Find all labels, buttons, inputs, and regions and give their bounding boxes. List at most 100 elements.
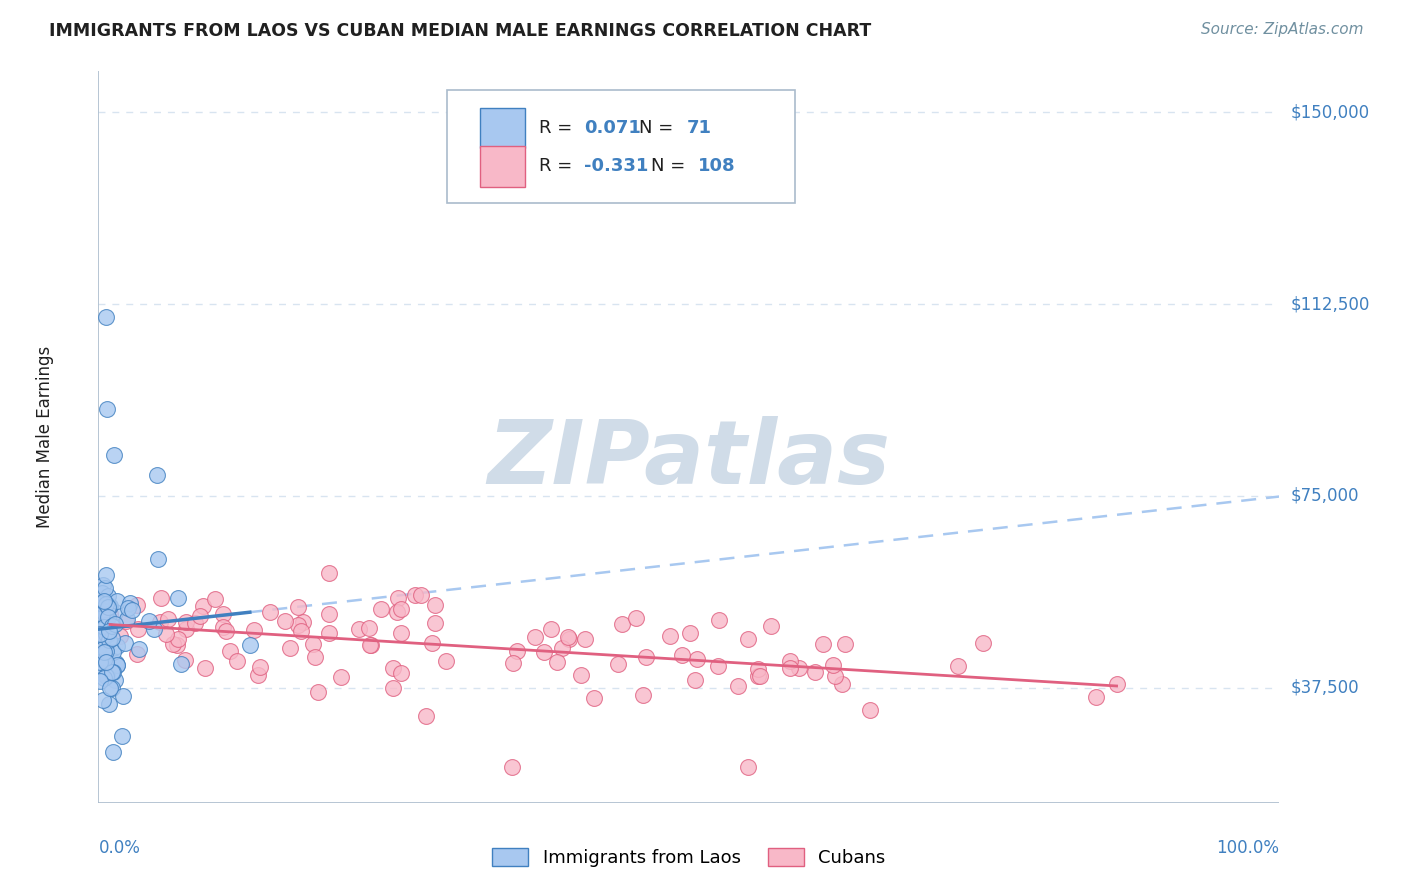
- Point: [423, 615, 446, 630]
- Point: [304, 650, 326, 665]
- Point: [831, 676, 853, 690]
- Point: [121, 603, 143, 617]
- Point: [387, 591, 409, 605]
- Point: [686, 651, 709, 665]
- Point: [389, 625, 412, 640]
- Text: N =: N =: [651, 158, 692, 176]
- Point: [169, 657, 191, 672]
- Point: [91, 693, 114, 707]
- Point: [94, 644, 117, 658]
- Point: [91, 607, 114, 622]
- Text: IMMIGRANTS FROM LAOS VS CUBAN MEDIAN MALE EARNINGS CORRELATION CHART: IMMIGRANTS FROM LAOS VS CUBAN MEDIAN MAL…: [49, 22, 872, 40]
- Point: [89, 626, 111, 640]
- Point: [501, 760, 523, 774]
- Point: [127, 599, 149, 613]
- Point: [287, 599, 309, 614]
- Point: [96, 401, 118, 416]
- Point: [946, 659, 969, 673]
- Point: [218, 644, 240, 658]
- Point: [204, 592, 226, 607]
- Point: [93, 653, 115, 667]
- Point: [249, 660, 271, 674]
- Point: [405, 588, 427, 602]
- Point: [1105, 677, 1128, 691]
- Point: [91, 586, 114, 600]
- Point: [93, 620, 115, 634]
- Point: [582, 691, 605, 706]
- Point: [274, 614, 297, 628]
- Point: [540, 622, 562, 636]
- Point: [138, 614, 160, 628]
- Point: [779, 654, 801, 668]
- Point: [787, 661, 810, 675]
- Point: [290, 624, 312, 638]
- Point: [318, 626, 340, 640]
- Point: [96, 597, 118, 611]
- Point: [707, 658, 730, 673]
- Point: [239, 638, 262, 652]
- Text: 100.0%: 100.0%: [1216, 839, 1279, 857]
- Point: [415, 709, 437, 723]
- Text: $150,000: $150,000: [1291, 103, 1369, 121]
- Point: [659, 629, 682, 643]
- Point: [737, 760, 759, 774]
- Point: [631, 688, 654, 702]
- Point: [94, 581, 117, 595]
- Point: [188, 608, 211, 623]
- Point: [98, 599, 121, 614]
- Point: [683, 673, 706, 687]
- Point: [359, 638, 381, 652]
- Point: [292, 615, 315, 629]
- Point: [89, 655, 111, 669]
- Point: [193, 599, 215, 613]
- Point: [107, 657, 129, 672]
- Point: [360, 638, 382, 652]
- Point: [90, 665, 112, 680]
- Point: [96, 669, 118, 683]
- Point: [98, 698, 121, 712]
- Point: [112, 690, 135, 704]
- Point: [94, 607, 117, 622]
- Point: [97, 627, 120, 641]
- Point: [117, 601, 139, 615]
- Text: Source: ZipAtlas.com: Source: ZipAtlas.com: [1201, 22, 1364, 37]
- Point: [184, 615, 207, 630]
- Point: [128, 642, 150, 657]
- Point: [97, 589, 120, 603]
- Text: $112,500: $112,500: [1291, 295, 1369, 313]
- Point: [93, 645, 115, 659]
- Point: [108, 629, 131, 643]
- Point: [96, 607, 118, 622]
- Text: R =: R =: [538, 158, 578, 176]
- Point: [98, 600, 121, 615]
- Point: [111, 729, 134, 743]
- Point: [506, 644, 529, 658]
- Point: [94, 655, 117, 669]
- Point: [318, 607, 340, 621]
- Point: [166, 638, 188, 652]
- Point: [434, 655, 457, 669]
- Point: [226, 654, 249, 668]
- Point: [90, 597, 112, 611]
- Text: $75,000: $75,000: [1291, 487, 1360, 505]
- Point: [127, 622, 149, 636]
- Point: [155, 627, 177, 641]
- Point: [502, 656, 524, 670]
- Point: [89, 673, 111, 688]
- Point: [330, 670, 353, 684]
- Point: [278, 641, 301, 656]
- Text: 108: 108: [699, 158, 735, 176]
- Text: $37,500: $37,500: [1291, 679, 1360, 697]
- Point: [574, 632, 596, 647]
- Point: [101, 665, 124, 680]
- Point: [834, 637, 856, 651]
- Text: -0.331: -0.331: [583, 158, 648, 176]
- Point: [409, 588, 432, 602]
- Point: [120, 596, 142, 610]
- Point: [803, 665, 825, 679]
- Point: [610, 616, 633, 631]
- Point: [101, 644, 124, 658]
- Point: [174, 653, 197, 667]
- Legend: Immigrants from Laos, Cubans: Immigrants from Laos, Cubans: [492, 847, 886, 867]
- Point: [211, 620, 233, 634]
